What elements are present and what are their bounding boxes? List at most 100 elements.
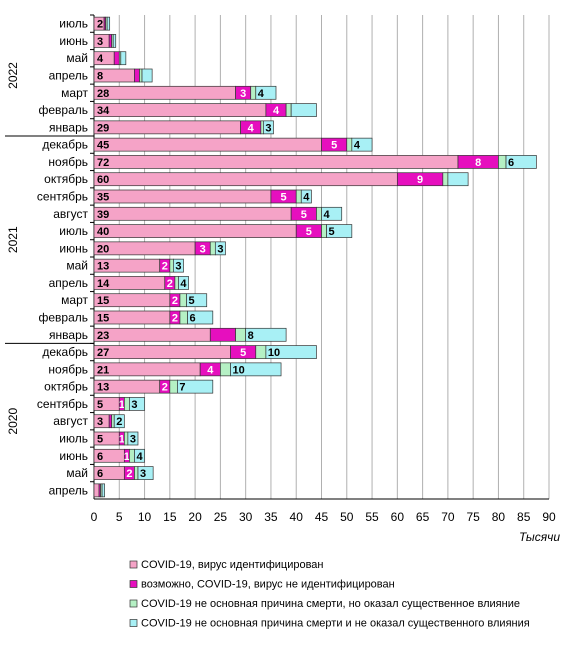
x-tick-label: 15 — [163, 510, 177, 524]
legend-swatch — [129, 560, 138, 569]
data-label: 4 — [303, 192, 310, 204]
data-label: 28 — [97, 88, 109, 100]
legend-label: возможно, COVID-19, вирус не идентифицир… — [141, 579, 395, 591]
legend-label: COVID-19, вирус идентифицирован — [141, 559, 324, 571]
bar-segment — [220, 362, 231, 377]
legend-label: COVID-19 не основная причина смерти и не… — [141, 618, 530, 630]
data-label: 8 — [475, 157, 481, 169]
category-label: август — [53, 207, 88, 221]
data-label: 2 — [172, 295, 178, 307]
x-tick-label: 40 — [290, 510, 304, 524]
data-label: 27 — [97, 347, 109, 359]
category-label: июль — [59, 224, 88, 238]
data-label: 3 — [97, 416, 103, 428]
bar-segment — [93, 189, 272, 204]
bar-segment — [93, 483, 100, 498]
x-tick-label: 75 — [466, 510, 480, 524]
bar-segment — [245, 327, 287, 342]
bar-segment — [187, 310, 214, 325]
data-label: 3 — [240, 88, 246, 100]
data-label: 2 — [116, 416, 122, 428]
data-label: 4 — [248, 122, 255, 134]
category-label: апрель — [49, 276, 88, 290]
category-label: сентябрь — [37, 190, 88, 204]
data-label: 6 — [508, 157, 514, 169]
x-tick-label: 30 — [239, 510, 253, 524]
bar-segment — [442, 172, 449, 187]
x-tick-label: 80 — [492, 510, 506, 524]
bar-segment — [139, 68, 143, 83]
x-unit-label: Тысячи — [519, 530, 560, 544]
data-label: 13 — [97, 261, 109, 273]
data-label: 9 — [417, 174, 423, 186]
x-tick-label: 0 — [91, 510, 98, 524]
bar-segment — [134, 466, 139, 480]
category-label: май — [66, 259, 88, 273]
data-label: 39 — [97, 209, 109, 221]
x-tick-label: 25 — [214, 510, 228, 524]
data-label: 2 — [126, 468, 132, 480]
x-tick-label: 85 — [517, 510, 531, 524]
bar-segment — [123, 431, 129, 446]
category-label: май — [66, 51, 88, 65]
data-label: 29 — [97, 122, 109, 134]
category-label: август — [53, 414, 88, 428]
data-label: 1 — [119, 434, 125, 446]
bar-segment — [498, 155, 507, 169]
data-label: 2 — [162, 261, 168, 273]
data-label: 3 — [265, 122, 271, 134]
bar-segment — [120, 51, 127, 66]
category-label: январь — [49, 120, 88, 134]
bar-segment — [106, 16, 111, 31]
bar-segment — [113, 414, 125, 429]
data-label: 6 — [97, 451, 103, 463]
category-label: июнь — [59, 449, 88, 463]
category-label: июнь — [59, 241, 88, 255]
data-label: 4 — [273, 105, 280, 117]
bar-segment — [113, 51, 120, 66]
data-label: 3 — [130, 434, 136, 446]
bar-segment — [300, 189, 312, 204]
bar-segment — [255, 85, 277, 100]
data-label: 20 — [97, 243, 109, 255]
data-label: 10 — [268, 347, 280, 359]
x-tick-label: 60 — [391, 510, 405, 524]
category-label: ноябрь — [48, 362, 88, 376]
data-label: 14 — [97, 278, 110, 290]
data-label: 4 — [180, 278, 187, 290]
data-label: 8 — [97, 71, 103, 83]
category-label: февраль — [38, 103, 88, 117]
category-label: апрель — [49, 483, 88, 497]
data-label: 5 — [97, 399, 103, 411]
data-label: 23 — [97, 330, 109, 342]
category-label: апрель — [49, 69, 88, 83]
x-tick-label: 45 — [315, 510, 329, 524]
data-label: 40 — [97, 226, 109, 238]
bar-segment — [137, 466, 154, 480]
bar-segment — [93, 103, 267, 117]
data-label: 7 — [179, 382, 185, 394]
bar-segment — [93, 85, 236, 100]
bar-segment — [93, 206, 292, 221]
bar-segment — [129, 448, 135, 463]
bar-segment — [178, 276, 189, 290]
bar-segment — [214, 241, 226, 256]
data-label: 5 — [189, 295, 195, 307]
data-label: 5 — [97, 434, 103, 446]
year-label: 2022 — [6, 62, 20, 89]
bar-segment — [179, 310, 188, 325]
bar-segment — [123, 397, 130, 411]
bar-segment — [93, 327, 211, 342]
bar-segment — [177, 379, 214, 394]
bar-segment — [316, 206, 322, 221]
bar-segment — [265, 345, 317, 359]
bar-segment — [93, 172, 398, 187]
x-tick-label: 35 — [264, 510, 278, 524]
category-label: июль — [59, 17, 88, 31]
x-tick-label: 90 — [542, 510, 556, 524]
data-label: 4 — [97, 53, 104, 65]
data-label: 3 — [140, 468, 146, 480]
data-label: 5 — [329, 226, 335, 238]
category-label: май — [66, 466, 88, 480]
